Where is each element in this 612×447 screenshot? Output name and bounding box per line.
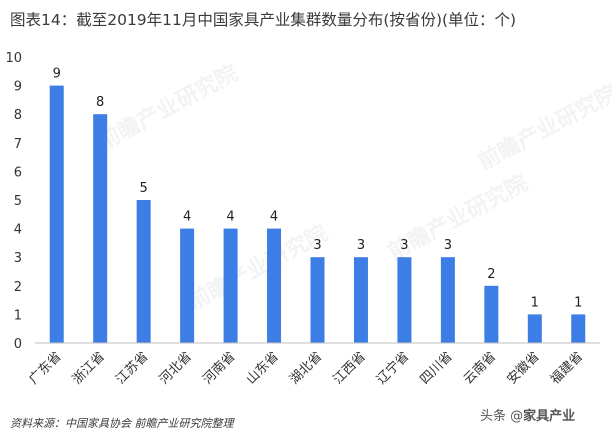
y-tick-label: 6 bbox=[14, 165, 22, 180]
data-label: 4 bbox=[183, 210, 191, 225]
category-label: 四川省 bbox=[418, 349, 456, 387]
category-label: 云南省 bbox=[460, 349, 499, 388]
bar bbox=[49, 85, 64, 343]
y-tick-label: 5 bbox=[14, 194, 22, 209]
data-label: 4 bbox=[270, 210, 278, 225]
y-tick-label: 8 bbox=[14, 108, 22, 123]
chart-title: 图表14：截至2019年11月中国家具产业集群数量分布(按省份)(单位：个) bbox=[10, 11, 517, 29]
watermark-prefix: 头条 @ bbox=[480, 409, 524, 424]
bar bbox=[484, 285, 499, 343]
y-tick-label: 7 bbox=[14, 137, 22, 152]
bar bbox=[267, 228, 282, 343]
category-label: 湖北省 bbox=[287, 349, 325, 387]
y-axis: 0 1 2 3 4 5 6 7 8 9 10 bbox=[5, 51, 22, 352]
y-tick-label: 2 bbox=[14, 280, 22, 295]
data-label: 5 bbox=[140, 181, 148, 196]
bar bbox=[180, 228, 195, 343]
y-tick-label: 10 bbox=[5, 51, 22, 66]
y-tick-label: 4 bbox=[14, 223, 22, 238]
y-tick-label: 0 bbox=[14, 337, 22, 352]
category-label: 山东省 bbox=[244, 349, 282, 387]
data-label: 1 bbox=[531, 295, 539, 310]
bar bbox=[136, 200, 151, 343]
bar bbox=[223, 228, 238, 343]
category-label: 福建省 bbox=[548, 349, 586, 387]
data-label: 1 bbox=[574, 295, 582, 310]
category-label: 河北省 bbox=[157, 349, 195, 387]
bar bbox=[397, 257, 412, 343]
category-label: 江苏省 bbox=[113, 349, 152, 388]
bar bbox=[310, 257, 325, 343]
y-tick-label: 3 bbox=[14, 251, 22, 266]
watermark-credit: 头条 @家具产业 bbox=[480, 405, 575, 424]
data-label: 3 bbox=[400, 238, 408, 253]
data-labels: 9 8 5 4 4 4 3 3 3 3 2 1 1 bbox=[53, 67, 583, 311]
bar bbox=[440, 257, 455, 343]
y-tick-label: 9 bbox=[14, 80, 22, 95]
bar bbox=[353, 257, 368, 343]
data-label: 2 bbox=[487, 267, 495, 282]
category-label: 广东省 bbox=[26, 349, 64, 387]
watermark-brand: 家具产业 bbox=[523, 409, 576, 424]
bar bbox=[93, 114, 108, 343]
data-label: 3 bbox=[313, 238, 321, 253]
bars bbox=[49, 85, 586, 343]
category-label: 江西省 bbox=[331, 349, 369, 387]
data-label: 4 bbox=[226, 210, 234, 225]
bar bbox=[571, 314, 586, 343]
category-label: 安徽省 bbox=[504, 349, 542, 387]
data-label: 3 bbox=[357, 238, 365, 253]
x-axis: 广东省 浙江省 江苏省 河北省 河南省 山东省 湖北省 江西省 辽宁省 四川省 云南省 安徽省 福建省 bbox=[26, 342, 600, 388]
data-label: 3 bbox=[444, 238, 452, 253]
bar bbox=[527, 314, 542, 343]
y-tick-label: 1 bbox=[14, 308, 22, 323]
data-label: 9 bbox=[53, 67, 61, 82]
category-label: 浙江省 bbox=[70, 349, 108, 387]
category-label: 河南省 bbox=[200, 349, 239, 388]
category-label: 辽宁省 bbox=[373, 349, 412, 388]
data-label: 8 bbox=[96, 95, 104, 110]
source-note: 资料来源：中国家具协会 前瞻产业研究院整理 bbox=[10, 417, 234, 430]
